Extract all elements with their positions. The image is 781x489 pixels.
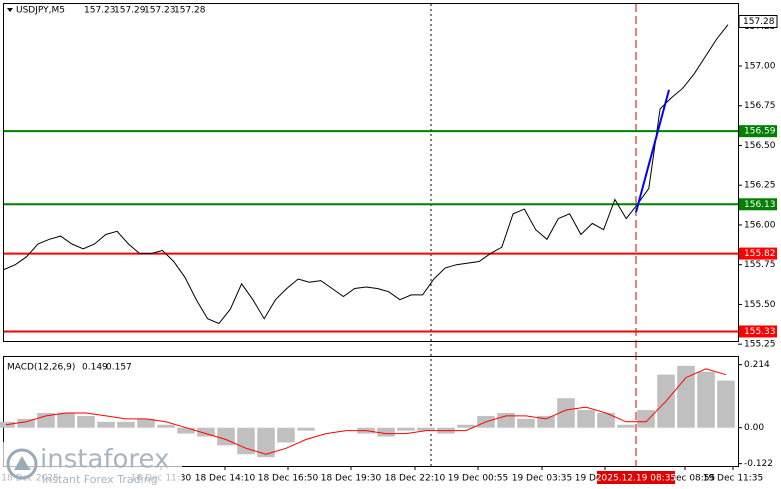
macd-signal: 0.157	[106, 363, 132, 373]
ohlc-low: 157.23	[144, 6, 176, 16]
watermark-tagline: Instant Forex Trading	[42, 473, 158, 486]
header-arrow	[7, 8, 13, 12]
macd-bar	[577, 410, 595, 428]
x-tick-label: 19 Dec 00:55	[448, 474, 509, 484]
macd-main: 0.149	[82, 363, 108, 373]
macd-bar	[97, 421, 115, 428]
macd-bar	[117, 421, 135, 428]
macd-bar	[297, 427, 315, 431]
macd-bar	[497, 412, 515, 428]
level-label: 156.13	[744, 200, 776, 210]
macd-y-tick-label: 0.214	[744, 360, 770, 370]
y-tick-label: 156.50	[744, 141, 776, 151]
x-tick-label: 19 Dec 03:35	[512, 474, 573, 484]
trend-line	[635, 89, 670, 213]
macd-bar	[617, 424, 635, 428]
y-tick-label: 155.50	[744, 300, 776, 310]
level-label-box	[739, 125, 777, 138]
macd-bar	[157, 424, 175, 428]
cursor-label: 2025.12.19 08:35	[596, 474, 676, 484]
y-tick-label: 155.25	[744, 340, 776, 350]
last-price-label: 157.28	[743, 17, 775, 27]
x-tick-label: 18 Dec 19:30	[321, 474, 382, 484]
macd-bar	[177, 427, 195, 434]
x-tick-label: 18 Dec 16:50	[258, 474, 319, 484]
macd-bar	[277, 427, 295, 443]
watermark-logo	[6, 448, 38, 480]
symbol: USDJPY,M5	[16, 6, 65, 16]
macd-bar	[717, 380, 735, 428]
level-label-box	[739, 325, 777, 338]
watermark-bg	[0, 442, 182, 489]
x-tick-label: 19 Dec 08:55	[655, 474, 716, 484]
y-tick-label: 156.75	[744, 101, 776, 111]
macd-bar	[537, 415, 555, 428]
last-price-box	[738, 14, 778, 28]
x-tick-label: 18 Dec 22:10	[385, 474, 446, 484]
x-tick-label: 19 Dec 11:35	[703, 474, 764, 484]
macd-bar	[417, 427, 435, 431]
macd-bar	[17, 418, 35, 428]
y-tick-label: 157.00	[744, 61, 776, 71]
price-line	[3, 24, 729, 325]
macd-bar	[57, 412, 75, 428]
level-label: 155.82	[744, 249, 776, 259]
level-label-box	[739, 247, 777, 260]
macd-bar	[197, 427, 215, 437]
ohlc-close: 157.28	[174, 6, 206, 16]
macd-bar	[377, 427, 395, 437]
macd-bar	[677, 365, 695, 428]
macd-bar	[137, 418, 155, 428]
x-tick-label: 18 Dec 14:10	[195, 474, 256, 484]
y-tick-label: 155.75	[744, 260, 776, 270]
macd-name: MACD(12,26,9)	[7, 363, 75, 373]
macd-panel	[3, 356, 739, 467]
header: USDJPY,M5 157.23 157.29 157.23 157.28	[7, 6, 206, 16]
macd-bar	[257, 427, 275, 458]
ohlc-high: 157.29	[114, 6, 146, 16]
watermark-brand: instaforex	[40, 445, 169, 475]
ohlc-open: 157.23	[84, 6, 116, 16]
macd-signal-line	[5, 368, 727, 455]
y-tick-label: 156.25	[744, 181, 776, 191]
macd-bar	[557, 398, 575, 428]
macd-bar	[637, 410, 655, 428]
macd-y-tick-label: 0.00	[744, 423, 764, 433]
macd-bar	[697, 371, 715, 428]
macd-bar	[37, 412, 55, 428]
level-label: 156.59	[744, 127, 776, 137]
level-label-box	[739, 198, 777, 211]
macd-bar	[457, 424, 475, 428]
macd-bar	[77, 415, 95, 428]
macd-bar	[397, 427, 415, 431]
macd-bar	[517, 418, 535, 428]
macd-y-tick-label: -0.122	[744, 459, 773, 469]
level-label: 155.33	[744, 327, 776, 337]
macd-bar	[237, 427, 255, 455]
watermark-logo-mark	[14, 456, 30, 470]
macd-bar	[597, 412, 615, 428]
macd-header: MACD(12,26,9) 0.149 0.157	[7, 363, 132, 373]
cursor-label-box	[597, 471, 675, 484]
main-panel	[3, 3, 739, 342]
y-tick-label: 156.00	[744, 220, 776, 230]
